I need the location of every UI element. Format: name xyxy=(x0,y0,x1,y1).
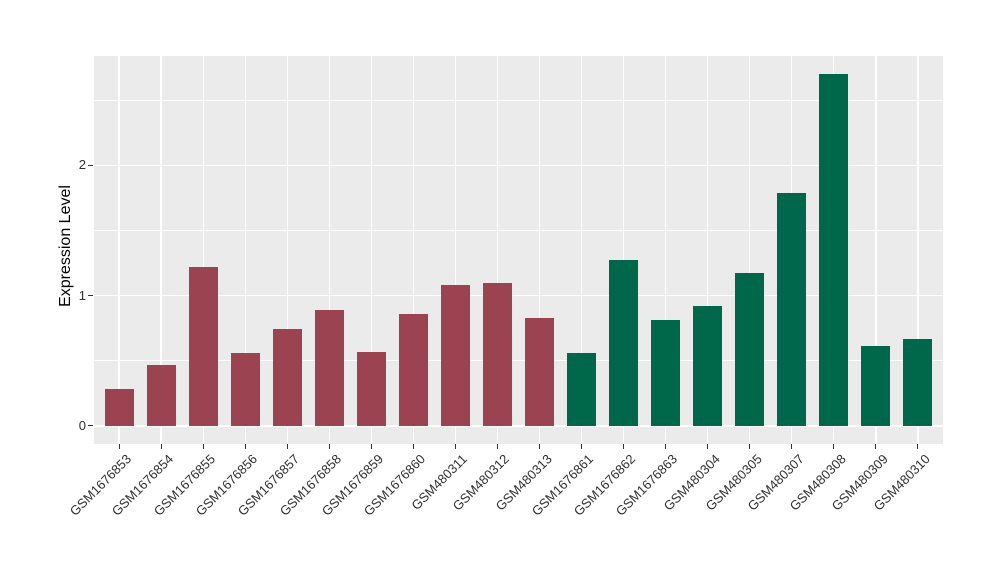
gridline-vertical xyxy=(748,56,751,444)
bar xyxy=(440,285,470,426)
gridline-minor xyxy=(94,360,943,362)
gridline-vertical xyxy=(454,56,457,444)
bar xyxy=(104,389,134,426)
bar xyxy=(567,352,597,426)
x-tick-mark xyxy=(160,444,162,449)
bar xyxy=(819,74,849,426)
gridline-major xyxy=(94,164,943,167)
gridline-minor xyxy=(94,229,943,231)
gridline-vertical xyxy=(370,56,373,444)
gridline-vertical xyxy=(664,56,667,444)
gridline-vertical xyxy=(286,56,289,444)
gridline-vertical xyxy=(202,56,205,444)
x-tick-mark xyxy=(454,444,456,449)
x-tick-mark xyxy=(539,444,540,449)
gridline-vertical xyxy=(580,56,583,444)
bar xyxy=(525,317,554,426)
x-tick-mark xyxy=(917,444,919,449)
y-tick-label: 1 xyxy=(78,287,86,303)
bar xyxy=(482,282,512,426)
x-tick-mark xyxy=(581,444,583,449)
bar xyxy=(693,305,723,426)
gridline-vertical xyxy=(538,56,541,444)
y-tick-mark xyxy=(88,425,93,427)
bar xyxy=(146,364,176,426)
x-tick-mark xyxy=(496,444,498,449)
bar xyxy=(398,313,428,426)
x-tick-mark xyxy=(412,444,414,449)
x-tick-mark xyxy=(286,444,288,449)
gridline-minor xyxy=(94,99,943,101)
x-tick-mark xyxy=(707,444,709,449)
plot-panel xyxy=(94,56,943,444)
gridline-vertical xyxy=(118,56,120,444)
bar xyxy=(314,309,344,426)
bar xyxy=(230,352,260,426)
y-tick-label: 2 xyxy=(78,157,86,173)
bar xyxy=(188,266,218,426)
bar xyxy=(651,320,681,426)
y-tick-mark xyxy=(88,295,93,297)
bar xyxy=(861,346,891,426)
gridline-vertical xyxy=(328,56,331,444)
gridline-vertical xyxy=(244,56,247,444)
bar xyxy=(356,351,386,426)
gridline-vertical xyxy=(917,56,919,444)
gridline-major xyxy=(94,294,943,297)
x-tick-mark xyxy=(791,444,793,449)
gridline-vertical xyxy=(496,56,499,444)
y-tick-label: 0 xyxy=(78,418,86,434)
bar xyxy=(903,338,933,426)
x-tick-mark xyxy=(328,444,330,449)
gridline-vertical xyxy=(412,56,415,444)
bar xyxy=(609,260,639,426)
gridline-vertical xyxy=(622,56,625,444)
x-tick-mark xyxy=(833,444,835,449)
x-tick-mark xyxy=(118,444,120,449)
x-tick-mark xyxy=(244,444,246,449)
bar xyxy=(272,329,302,426)
gridline-vertical xyxy=(160,56,162,444)
x-tick-mark xyxy=(623,444,625,449)
bar xyxy=(777,192,807,426)
gridline-vertical xyxy=(706,56,709,444)
x-tick-mark xyxy=(202,444,204,449)
gridline-major xyxy=(94,425,943,427)
x-tick-mark xyxy=(875,444,877,449)
x-tick-mark xyxy=(749,444,751,449)
y-tick-mark xyxy=(88,164,93,166)
x-tick-mark xyxy=(370,444,372,449)
gridline-vertical xyxy=(875,56,877,444)
x-tick-mark xyxy=(665,444,667,449)
bar xyxy=(735,273,765,426)
